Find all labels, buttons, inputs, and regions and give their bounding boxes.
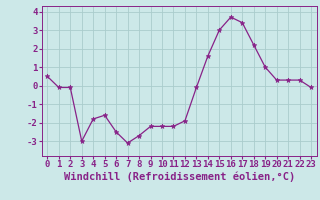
X-axis label: Windchill (Refroidissement éolien,°C): Windchill (Refroidissement éolien,°C) — [64, 172, 295, 182]
